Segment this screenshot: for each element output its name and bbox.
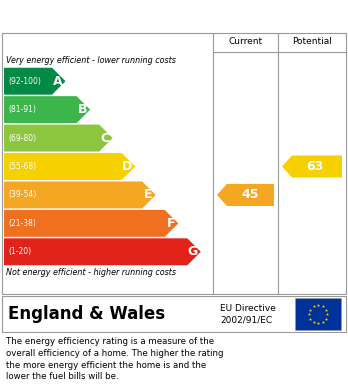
Bar [295,298,341,330]
Polygon shape [4,96,90,123]
Text: (39-54): (39-54) [8,190,36,199]
Text: Not energy efficient - higher running costs: Not energy efficient - higher running co… [6,268,176,277]
Text: (21-38): (21-38) [8,219,36,228]
Text: D: D [122,160,132,173]
Polygon shape [4,181,156,208]
Text: Very energy efficient - lower running costs: Very energy efficient - lower running co… [6,56,176,65]
Text: A: A [53,75,63,88]
Text: The energy efficiency rating is a measure of the
overall efficiency of a home. T: The energy efficiency rating is a measur… [6,337,223,381]
Text: 45: 45 [242,188,259,201]
Text: B: B [78,103,87,116]
Polygon shape [4,210,178,237]
Text: (69-80): (69-80) [8,134,36,143]
Text: (55-68): (55-68) [8,162,36,171]
Text: G: G [188,245,198,258]
Polygon shape [4,153,135,180]
Text: (81-91): (81-91) [8,105,36,114]
Text: EU Directive
2002/91/EC: EU Directive 2002/91/EC [220,304,276,324]
Polygon shape [282,156,342,178]
Text: (92-100): (92-100) [8,77,41,86]
Text: 63: 63 [306,160,324,173]
Text: Current: Current [228,38,262,47]
Text: Energy Efficiency Rating: Energy Efficiency Rating [8,9,218,23]
Text: England & Wales: England & Wales [8,305,165,323]
Polygon shape [4,125,113,152]
Polygon shape [4,239,201,265]
Text: (1-20): (1-20) [8,247,31,256]
Polygon shape [4,68,65,95]
Polygon shape [217,184,274,206]
Text: Potential: Potential [292,38,332,47]
Text: C: C [101,131,110,145]
Text: E: E [144,188,153,201]
Text: F: F [167,217,175,230]
